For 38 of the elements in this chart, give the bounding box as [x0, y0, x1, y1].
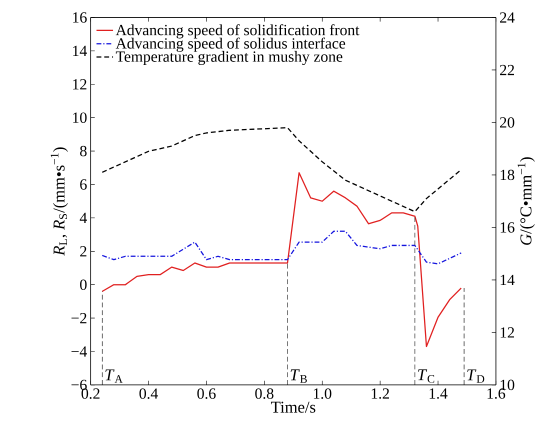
ref-line-label: T$_{C}$: [418, 369, 434, 383]
x-tick-label: 1.6: [488, 388, 506, 399]
y-axis-title: R$_{L}$, R$_{S}$/(mm•s$^{−1}$): [50, 147, 68, 256]
x-tick-label: 1.0: [314, 388, 332, 399]
y2-tick-label: 16: [500, 222, 514, 233]
y2-tick-label: 10: [500, 380, 514, 390]
y-tick-label: 0: [80, 279, 87, 290]
x-tick-label: 1.2: [372, 388, 389, 399]
x-tick-label: 0.8: [255, 388, 274, 399]
y-tick-label: −4: [72, 346, 87, 357]
ref-line-label: T$_{D}$: [467, 369, 484, 383]
y2-tick-label: 12: [500, 327, 514, 338]
y2-axis-title: G/(°C•mm$^{−1}$): [518, 157, 535, 245]
y-tick-label: 4: [80, 212, 87, 223]
x-tick-label: 0.2: [82, 388, 100, 399]
x-tick-label: 1.4: [430, 388, 448, 399]
legend-label: Advancing speed of solidus interface: [116, 37, 346, 52]
legend-label: Advancing speed of solidification front: [116, 24, 360, 38]
y-tick-label: 16: [73, 12, 87, 23]
y2-tick-label: 22: [500, 64, 514, 75]
y-tick-label: 14: [73, 46, 87, 56]
y-tick-label: −6: [72, 380, 87, 390]
x-tick-label: 0.6: [197, 388, 216, 399]
legend-label: Temperature gradient in mushy zone: [116, 50, 342, 65]
y2-tick-label: 20: [500, 117, 514, 128]
x-axis-title: Time/s: [270, 402, 316, 413]
x-tick-label: 0.4: [139, 388, 158, 399]
y-tick-label: 10: [73, 112, 87, 123]
y-tick-label: 6: [80, 179, 87, 190]
y-tick-label: 2: [80, 246, 86, 256]
y2-tick-label: 18: [500, 170, 514, 180]
y2-tick-label: 14: [500, 274, 515, 285]
y2-tick-label: 24: [500, 12, 515, 22]
y-tick-label: 12: [73, 79, 86, 90]
ref-line-label: T$_{A}$: [105, 369, 123, 383]
y-tick-label: 8: [80, 146, 87, 156]
y-tick-label: −2: [72, 312, 86, 324]
ref-line-label: T$_{B}$: [290, 369, 307, 383]
